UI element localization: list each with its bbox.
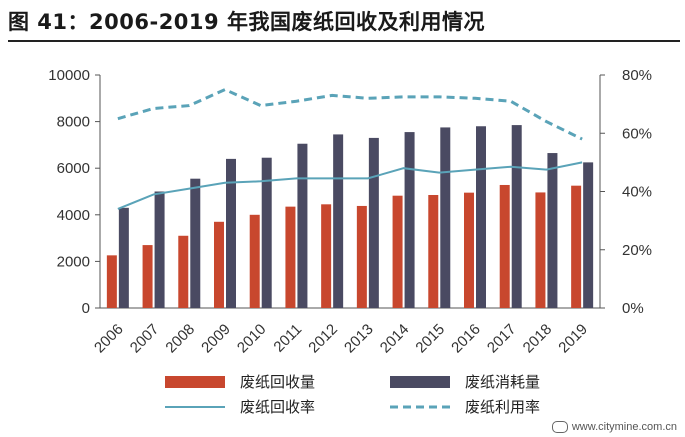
y-right-tick-label: 60% — [622, 125, 652, 142]
bar-recovery-2007 — [142, 245, 153, 308]
bar-consumption-2016 — [476, 126, 486, 308]
bar-consumption-2010 — [261, 157, 272, 308]
y-right-tick-label: 0% — [622, 300, 644, 317]
bar-recovery-2011 — [285, 206, 296, 308]
y-left-tick-label: 10000 — [48, 67, 90, 84]
y-right-tick-label: 80% — [622, 67, 652, 84]
line-recovery-rate — [117, 161, 583, 210]
watermark: www.citymine.com.cn — [551, 421, 677, 433]
bar-consumption-2017 — [511, 125, 522, 308]
y-left-tick-label: 2000 — [57, 253, 90, 270]
x-tick-label: 2017 — [484, 321, 520, 357]
watermark-text: www.citymine.com.cn — [571, 421, 677, 433]
bar-consumption-2015 — [440, 127, 451, 308]
bar-consumption-2013 — [368, 137, 379, 308]
legend-label-3: 废纸利用率 — [465, 399, 540, 416]
bar-consumption-2012 — [333, 134, 344, 308]
bar-recovery-2017 — [499, 184, 510, 308]
bar-consumption-2006 — [118, 207, 129, 308]
line-utilization-rate — [117, 87, 583, 141]
bar-consumption-2009 — [226, 158, 236, 308]
x-tick-label: 2015 — [412, 321, 448, 357]
y-left-tick-label: 0 — [82, 300, 90, 317]
x-tick-label: 2018 — [520, 321, 556, 357]
bar-consumption-2008 — [190, 178, 201, 308]
y-left-tick-label: 8000 — [57, 114, 90, 131]
legend-swatch-0 — [165, 376, 225, 388]
x-tick-label: 2008 — [162, 321, 198, 357]
chart-title: 图 41：2006-2019 年我国废纸回收及利用情况 — [8, 10, 485, 34]
bar-recovery-2008 — [178, 235, 189, 308]
y-left-tick-label: 4000 — [57, 207, 90, 224]
bar-recovery-2019 — [571, 185, 582, 308]
bar-recovery-2013 — [356, 205, 367, 308]
legend-label-1: 废纸消耗量 — [465, 374, 540, 391]
x-tick-label: 2013 — [341, 321, 377, 357]
bar-recovery-2010 — [249, 214, 260, 308]
bar-recovery-2018 — [535, 192, 546, 308]
legend-label-2: 废纸回收率 — [240, 399, 315, 416]
bar-recovery-2014 — [392, 195, 403, 308]
x-tick-label: 2009 — [198, 321, 234, 357]
x-tick-label: 2010 — [234, 321, 270, 357]
bar-consumption-2019 — [583, 162, 594, 308]
x-tick-label: 2007 — [127, 321, 163, 357]
x-tick-label: 2006 — [91, 321, 127, 357]
legend-label-0: 废纸回收量 — [240, 374, 315, 391]
bar-recovery-2009 — [214, 221, 224, 308]
x-tick-label: 2012 — [305, 321, 341, 357]
x-tick-label: 2011 — [270, 321, 305, 356]
y-right-tick-label: 40% — [622, 184, 652, 201]
x-tick-label: 2019 — [555, 321, 591, 357]
site-logo-icon — [551, 421, 568, 433]
bar-recovery-2012 — [321, 204, 332, 308]
legend-swatch-1 — [390, 376, 450, 388]
bar-recovery-2016 — [464, 192, 474, 308]
y-right-tick-label: 20% — [622, 242, 652, 259]
x-tick-label: 2016 — [448, 321, 484, 357]
y-left-tick-label: 6000 — [57, 160, 90, 177]
bar-consumption-2007 — [154, 191, 165, 308]
bar-consumption-2018 — [547, 153, 558, 308]
bar-consumption-2011 — [297, 143, 308, 308]
x-tick-label: 2014 — [377, 321, 413, 357]
bar-recovery-2006 — [106, 255, 117, 308]
title-rule — [8, 40, 680, 42]
bar-recovery-2015 — [428, 194, 439, 308]
bar-consumption-2014 — [404, 132, 415, 308]
